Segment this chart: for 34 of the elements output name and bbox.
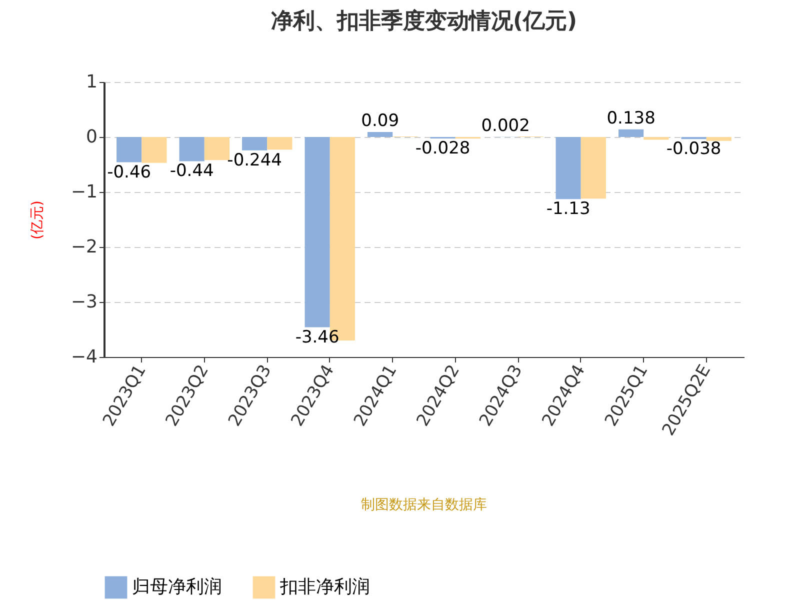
text: 制图数据来自数据库 [361, 497, 487, 513]
data-label: -3.46 [295, 327, 340, 348]
data-label: -0.44 [170, 161, 214, 182]
legend-label: 扣非净利润 [279, 576, 370, 598]
bar [304, 137, 330, 328]
y-tick-label: 1 [86, 72, 98, 92]
data-label: -0.028 [415, 138, 470, 159]
chart-title: 净利、扣非季度变动情况(亿元) [270, 8, 578, 34]
y-tick-label: −1 [70, 182, 98, 202]
data-label: 0.138 [606, 108, 656, 128]
bar [618, 129, 644, 137]
data-label: -1.13 [546, 199, 590, 220]
bar [242, 137, 268, 150]
bar [556, 137, 581, 200]
bar [706, 137, 732, 141]
y-tick-label: 0 [86, 126, 98, 148]
bar [179, 137, 204, 162]
data-label: 0.002 [481, 116, 530, 136]
y-axis-title: (亿元) [30, 200, 46, 240]
data-label: 0.09 [361, 111, 400, 132]
bar [116, 137, 142, 162]
bar [204, 137, 230, 160]
bar [142, 137, 167, 163]
data-label: -0.038 [666, 139, 722, 160]
bar [580, 137, 606, 199]
y-tick-label: −2 [70, 236, 98, 258]
y-tick-label: −4 [70, 346, 98, 368]
data-label: -0.46 [107, 162, 152, 182]
bar [267, 137, 292, 150]
data-label: -0.244 [227, 150, 282, 170]
y-tick-label: −3 [70, 292, 98, 312]
bar [644, 137, 669, 140]
legend-label: 归母净利润 [132, 576, 222, 598]
bar [368, 132, 393, 137]
